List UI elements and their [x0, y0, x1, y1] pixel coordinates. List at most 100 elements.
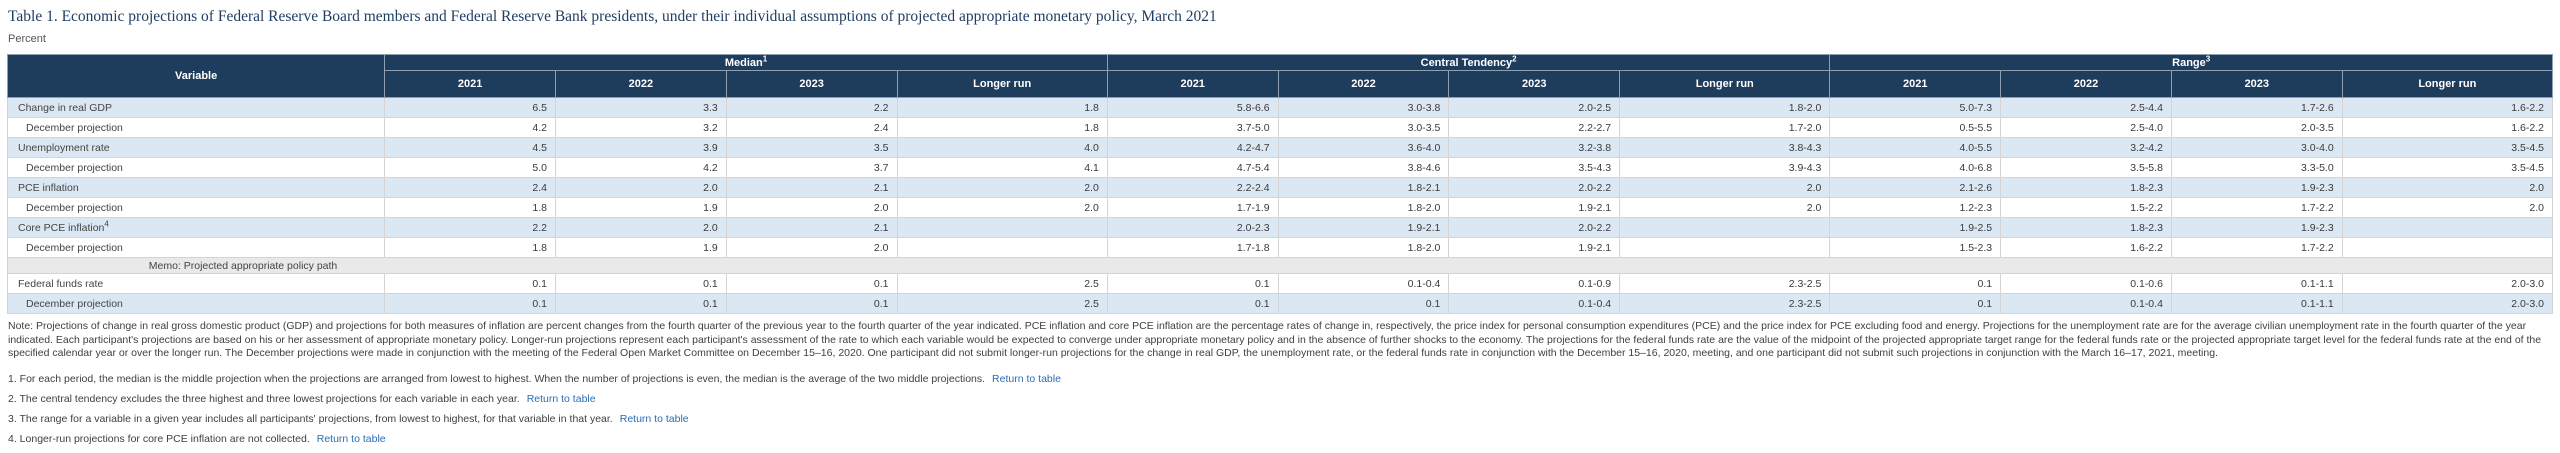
cell-value: 3.0-3.8: [1277, 97, 1450, 118]
year-header: 2023: [725, 70, 898, 98]
cell-value: 2.0: [1619, 177, 1831, 198]
cell-value: 3.5-5.8: [2000, 157, 2172, 178]
cell-value: 1.9-2.3: [2170, 217, 2343, 238]
cell-value: 2.2: [384, 217, 556, 238]
cell-value: 2.3-2.5: [1619, 293, 1831, 314]
cell-value: 2.2-2.4: [1106, 177, 1279, 198]
cell-value: 4.2: [555, 157, 727, 178]
year-header: 2022: [555, 70, 727, 98]
cell-value: 2.5: [896, 293, 1108, 314]
cell-value: 2.0-2.2: [1448, 177, 1621, 198]
cell-value: 0.1: [384, 293, 556, 314]
cell-value: 4.2-4.7: [1106, 137, 1279, 158]
cell-value: 2.3-2.5: [1619, 273, 1831, 294]
table-note: Note: Projections of change in real gros…: [8, 320, 2542, 359]
cell-value: 5.0: [384, 157, 556, 178]
cell-value: 1.8: [896, 97, 1108, 118]
page-title: Table 1. Economic projections of Federal…: [8, 8, 1217, 25]
row-label: PCE inflation: [6, 177, 386, 198]
group-header: Central Tendency2: [1106, 54, 1831, 71]
footnotes: 1. For each period, the median is the mi…: [8, 373, 2552, 445]
cell-value: 1.7-2.6: [2170, 97, 2343, 118]
cell-value: [2341, 217, 2554, 238]
cell-value: 1.6-2.2: [2000, 237, 2172, 258]
cell-value: 4.7-5.4: [1106, 157, 1279, 178]
cell-value: 1.6-2.2: [2341, 117, 2554, 138]
header-group-row: Variable Median1 Central Tendency2 Range3: [6, 54, 2553, 98]
cell-value: 6.5: [384, 97, 556, 118]
cell-value: 2.1: [725, 217, 898, 238]
return-to-table-link-3[interactable]: Return to table: [619, 412, 689, 425]
cell-value: 3.5-4.5: [2341, 157, 2554, 178]
return-to-table-link-2[interactable]: Return to table: [526, 392, 596, 405]
cell-value: 1.5-2.2: [2000, 197, 2172, 218]
corner-header-variable: Variable: [6, 54, 386, 98]
cell-value: 0.1: [1829, 273, 2002, 294]
footnote-2-text: 2. The central tendency excludes the thr…: [8, 392, 520, 405]
table-row: December projection 0.1 0.1 0.1 2.5 0.1 0.1 0.1…: [6, 293, 2554, 314]
cell-value: 2.0: [555, 217, 727, 238]
table-row: PCE inflation 2.4 2.0 2.1 2.0 2.2-2.4 1.8-2.1 2…: [6, 177, 2554, 198]
header-year-row: 2021 2022 2023 Longer run 2021 2022 2023 Longer…: [8, 70, 2554, 98]
cell-value: 1.8: [896, 117, 1108, 138]
table-head: Variable Median1 Central Tendency2 Range3 20…: [6, 54, 2554, 98]
cell-value: 2.1-2.6: [1829, 177, 2002, 198]
cell-value: [1619, 217, 1831, 238]
footnote-3: 3. The range for a variable in a given y…: [8, 413, 2552, 425]
cell-value: 1.8: [384, 237, 556, 258]
cell-value: 2.0-2.5: [1448, 97, 1621, 118]
cell-value: 2.5-4.4: [2000, 97, 2172, 118]
cell-value: 2.0: [725, 237, 898, 258]
cell-value: 0.1: [1277, 293, 1450, 314]
cell-value: 3.2-3.8: [1448, 137, 1621, 158]
table-row: December projection 5.0 4.2 3.7 4.1 4.7-5.4 3.…: [6, 157, 2554, 178]
group-header: Median1: [384, 54, 1108, 71]
cell-value: 1.5-2.3: [1829, 237, 2002, 258]
row-label: December projection: [6, 197, 386, 218]
table-row: December projection 1.8 1.9 2.0 2.0 1.7-1.9 1.…: [6, 197, 2554, 218]
cell-value: 2.0: [2341, 197, 2554, 218]
cell-value: 1.7-2.2: [2170, 197, 2343, 218]
cell-value: 0.1: [1106, 273, 1279, 294]
cell-value: 1.7-1.8: [1106, 237, 1279, 258]
cell-value: 2.5-4.0: [2000, 117, 2172, 138]
cell-value: 3.7: [725, 157, 898, 178]
cell-value: 1.6-2.2: [2341, 97, 2554, 118]
cell-value: 4.0-6.8: [1829, 157, 2002, 178]
cell-value: 5.0-7.3: [1829, 97, 2002, 118]
cell-value: 5.8-6.6: [1106, 97, 1279, 118]
row-label: Unemployment rate: [6, 137, 386, 158]
cell-value: 0.1: [555, 293, 727, 314]
return-to-table-link-4[interactable]: Return to table: [316, 432, 386, 445]
projections-table: Variable Median1 Central Tendency2 Range3 20…: [6, 54, 2554, 314]
cell-value: 0.5-5.5: [1829, 117, 2002, 138]
memo-cell: Memo: Projected appropriate policy path: [7, 257, 2553, 274]
year-header: 2022: [2000, 70, 2172, 98]
cell-value: 0.1: [384, 273, 556, 294]
return-to-table-link-1[interactable]: Return to table: [992, 372, 1061, 385]
cell-value: 2.0: [555, 177, 727, 198]
cell-value: 2.1: [725, 177, 898, 198]
footnote-2: 2. The central tendency excludes the thr…: [8, 393, 2552, 405]
cell-value: 1.8-2.3: [2000, 217, 2172, 238]
cell-value: 0.1-0.4: [1448, 293, 1621, 314]
table-row: Core PCE inflation4 2.2 2.0 2.1 2.0-2.3 1.9-2…: [6, 217, 2554, 238]
footnote-4: 4. Longer-run projections for core PCE i…: [8, 433, 2552, 445]
cell-value: 0.1: [1829, 293, 2002, 314]
cell-value: 0.1-0.6: [2000, 273, 2172, 294]
cell-value: 3.8-4.6: [1277, 157, 1450, 178]
cell-value: 3.5: [725, 137, 898, 158]
cell-value: [1619, 237, 1831, 258]
cell-value: 4.2: [384, 117, 556, 138]
table-row: December projection 1.8 1.9 2.0 1.7-1.8 1.8-2…: [6, 237, 2554, 258]
cell-value: 1.9-2.1: [1277, 217, 1450, 238]
cell-value: 3.9: [555, 137, 727, 158]
group-header: Range3: [1829, 54, 2553, 71]
cell-value: 3.0-3.5: [1277, 117, 1450, 138]
cell-value: 1.7-2.0: [1619, 117, 1831, 138]
memo-label: Memo: Projected appropriate policy path: [148, 259, 338, 272]
year-header: Longer run: [1619, 70, 1831, 98]
cell-value: 0.1: [725, 273, 898, 294]
cell-value: 2.2: [725, 97, 898, 118]
